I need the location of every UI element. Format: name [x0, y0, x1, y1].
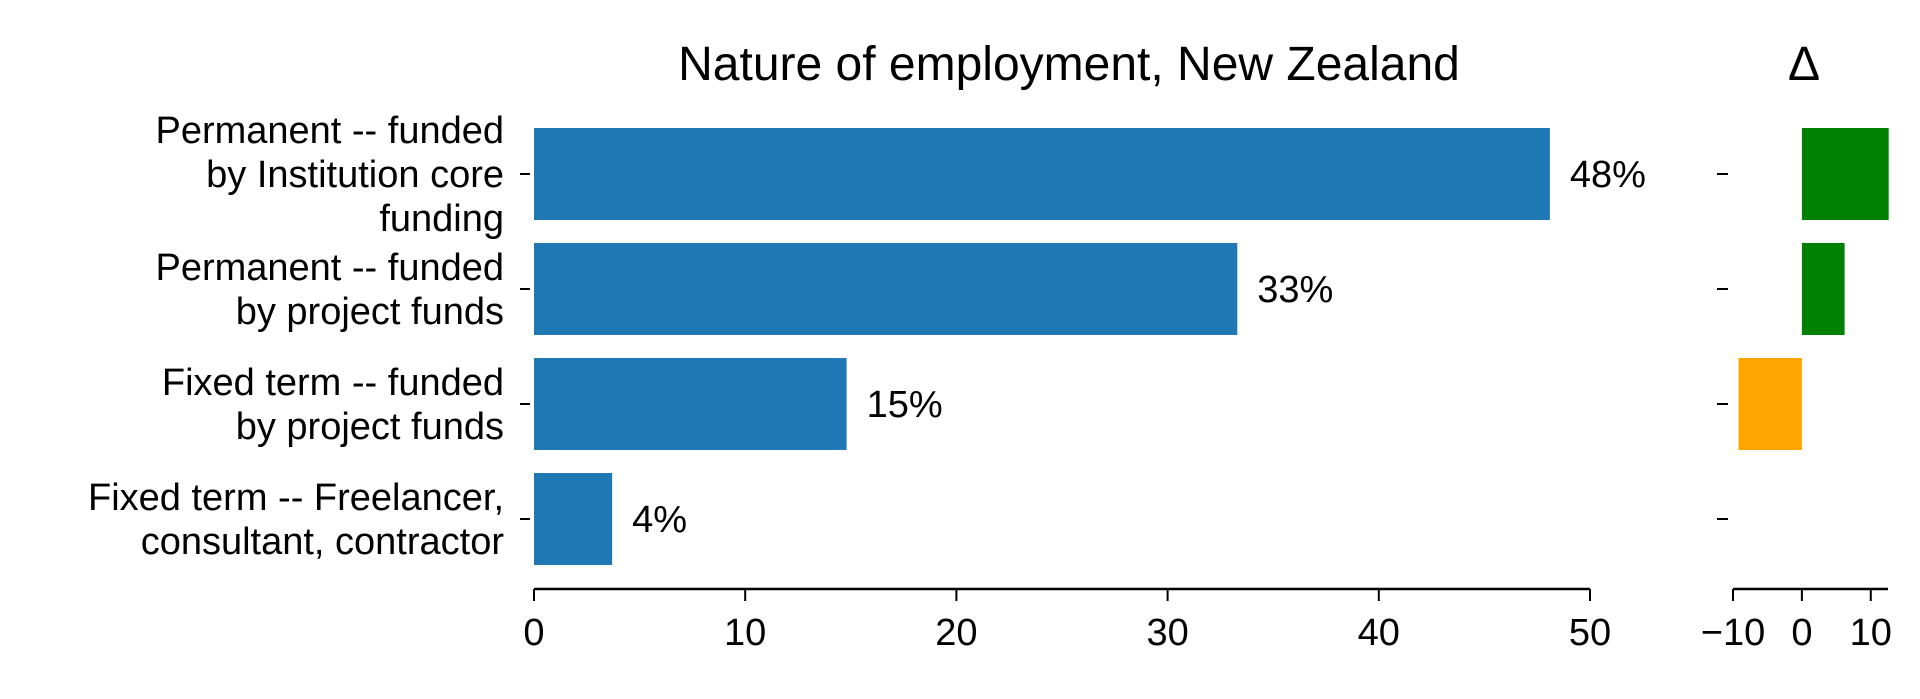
category-label-line: by project funds [236, 291, 504, 333]
category-label-3: Fixed term -- Freelancer, consultant, con… [88, 477, 504, 563]
bar-value-label-0: 48% [1570, 154, 1646, 196]
bar-1 [534, 243, 1238, 335]
bar-value-label-1: 33% [1257, 269, 1333, 311]
category-label-line: by project funds [236, 406, 504, 448]
delta-x-tick-label-1: 0 [1791, 612, 1812, 654]
category-label-line: Fixed term -- Freelancer, [88, 477, 504, 519]
delta-x-tick-label-0: −10 [1701, 612, 1765, 654]
bar-3 [534, 473, 613, 565]
category-label-line: funding [379, 198, 504, 240]
category-label-line: by Institution core [206, 154, 504, 196]
x-tick-label-0: 0 [523, 612, 544, 654]
bar-2 [534, 358, 847, 450]
category-label-2: Fixed term -- funded by project funds [162, 362, 504, 448]
x-tick-label-1: 10 [724, 612, 766, 654]
x-tick-label-4: 40 [1358, 612, 1400, 654]
category-label-line: consultant, contractor [141, 521, 505, 563]
x-tick-label-3: 30 [1146, 612, 1188, 654]
delta-bar-0 [1801, 128, 1889, 220]
delta-bar-2 [1738, 358, 1802, 450]
category-label-0: Permanent -- funded by Institution core fu… [155, 110, 504, 240]
category-label-line: Permanent -- funded [155, 110, 504, 152]
main-plot: 48%Permanent -- funded by Institution cor… [88, 110, 1646, 654]
bar-value-label-3: 4% [632, 499, 687, 541]
x-tick-label-2: 20 [935, 612, 977, 654]
delta-title: Δ [1788, 38, 1820, 91]
category-label-line: Permanent -- funded [155, 247, 504, 289]
chart-title: Nature of employment, New Zealand [678, 38, 1460, 91]
x-tick-label-5: 50 [1569, 612, 1611, 654]
delta-x-tick-label-2: 10 [1850, 612, 1892, 654]
delta-bar-1 [1801, 243, 1845, 335]
category-label-1: Permanent -- funded by project funds [155, 247, 504, 333]
category-label-line: Fixed term -- funded [162, 362, 504, 404]
bar-value-label-2: 15% [867, 384, 943, 426]
delta-plot: −10 0 10 [1701, 128, 1892, 654]
bar-0 [534, 128, 1550, 220]
